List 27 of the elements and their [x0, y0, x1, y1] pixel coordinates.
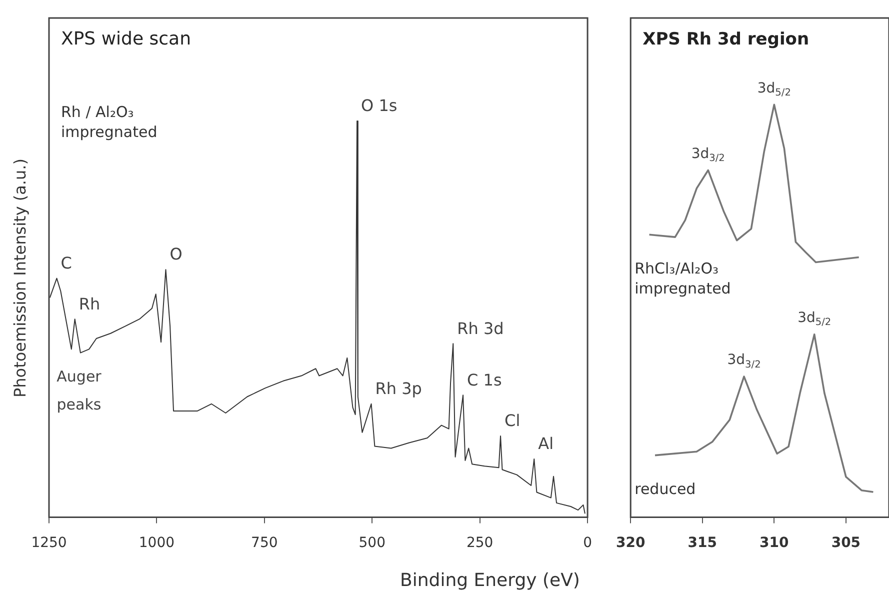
annotation: Auger peaks	[56, 367, 102, 414]
x-tick-label: 320	[616, 535, 646, 552]
x-tick-label: 1250	[31, 535, 67, 552]
annotation: Rh 3p	[375, 379, 422, 398]
x-tick-label: 500	[358, 535, 386, 552]
annotation: Al	[538, 434, 554, 454]
annotation: O	[170, 244, 182, 264]
x-tick-label: 250	[466, 535, 494, 552]
annotation: O 1s	[361, 96, 398, 116]
series-label: RhCl₃/Al₂O₃ impregnated	[634, 259, 731, 298]
annotation: C 1s	[467, 370, 502, 390]
x-tick-label: 0	[583, 535, 592, 552]
chart-title: XPS wide scan	[61, 28, 191, 50]
annotation: Rh 3d	[457, 318, 504, 338]
series-label: reduced	[634, 480, 696, 498]
x-tick-label: 1000	[138, 535, 175, 552]
text: Rh / Al₂O₃ impregnated	[61, 102, 158, 141]
annotation: C	[60, 253, 72, 272]
x-axis-title: Binding Energy (eV)	[400, 570, 580, 591]
x-tick-label: 305	[831, 535, 861, 552]
x-tick-label: 310	[760, 535, 790, 552]
x-tick-label: 750	[251, 535, 278, 552]
annotation: Rh	[78, 294, 100, 314]
annotation: Cl	[504, 411, 520, 430]
x-tick-label: 315	[688, 535, 718, 552]
y-axis-title: Photoemission Intensity (a.u.)	[10, 158, 30, 398]
chart-title: XPS Rh 3d region	[642, 29, 810, 50]
